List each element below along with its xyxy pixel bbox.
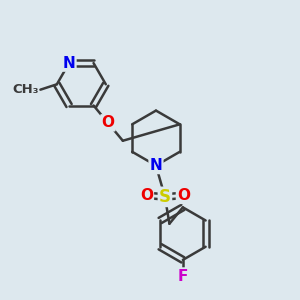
Text: CH₃: CH₃ [12, 83, 39, 96]
Text: S: S [159, 188, 171, 206]
Text: O: O [177, 188, 190, 203]
Text: N: N [150, 158, 162, 173]
Text: O: O [140, 188, 153, 203]
Text: O: O [101, 115, 114, 130]
Text: N: N [63, 56, 76, 70]
Text: F: F [178, 268, 188, 284]
